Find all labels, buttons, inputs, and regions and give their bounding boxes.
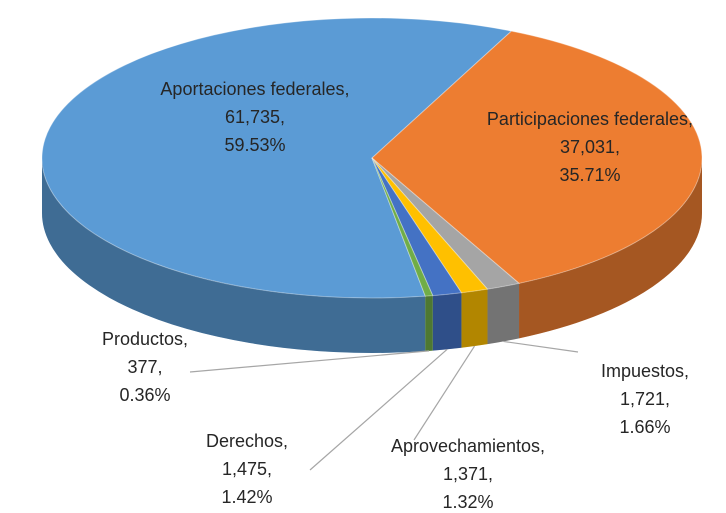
label-part: 1.66% [619, 417, 670, 437]
data-label: Impuestos, 1,721, 1.66% [601, 361, 689, 437]
data-label: Participaciones federales, 37,031, 35.71% [487, 109, 693, 185]
leader-line [309, 348, 448, 471]
label-separator: , [280, 107, 285, 127]
slice [371, 157, 489, 294]
data-label: Aportaciones federales, 61,735, 59.53% [160, 79, 349, 155]
side-shade [519, 158, 702, 339]
leader-line [503, 340, 579, 353]
label-part: 59.53% [224, 135, 285, 155]
slice [371, 157, 434, 297]
side-shade [487, 283, 520, 345]
label-part: 37,031 [560, 137, 615, 157]
side-shade [42, 158, 426, 354]
side-shade [432, 292, 462, 351]
label-part: 61,735 [225, 107, 280, 127]
label-part: 0.36% [119, 385, 170, 405]
data-label: Productos, 377, 0.36% [102, 329, 188, 405]
labels: Aportaciones federales, 61,735, 59.53%Part… [102, 79, 693, 512]
label-part: 35.71% [559, 165, 620, 185]
label-part: Aportaciones federales [160, 79, 344, 99]
label-part: Participaciones federales [487, 109, 688, 129]
slice-side [432, 292, 462, 351]
slice [41, 17, 513, 299]
label-part: Impuestos [601, 361, 684, 381]
label-separator: , [283, 431, 288, 451]
label-separator: , [540, 436, 545, 456]
slice-side [519, 158, 702, 339]
slice-side [461, 289, 488, 348]
label-separator: , [665, 389, 670, 409]
slice [371, 30, 703, 284]
side-shade [461, 289, 488, 348]
label-part: 1.42% [221, 487, 272, 507]
label-part: 1.32% [442, 492, 493, 512]
data-label: Aprovechamientos, 1,371, 1.32% [391, 436, 545, 512]
slice-side [425, 295, 433, 352]
label-separator: , [615, 137, 620, 157]
label-part: Aprovechamientos [391, 436, 540, 456]
label-part: 1,475 [222, 459, 267, 479]
label-part: Derechos [206, 431, 283, 451]
leader-line [413, 345, 476, 441]
label-part: 377 [127, 357, 157, 377]
label-separator: , [488, 464, 493, 484]
label-separator: , [267, 459, 272, 479]
label-separator: , [684, 361, 689, 381]
slice [371, 157, 463, 297]
side-shade [425, 295, 433, 352]
slice-side [487, 283, 520, 345]
label-part: 1,371 [443, 464, 488, 484]
label-separator: , [158, 357, 163, 377]
pie [41, 17, 703, 354]
label-separator: , [345, 79, 350, 99]
slice [371, 157, 521, 290]
label-part: Productos [102, 329, 183, 349]
label-separator: , [183, 329, 188, 349]
slice-side [42, 158, 426, 354]
leader-line [189, 350, 430, 373]
data-label: Derechos, 1,475, 1.42% [206, 431, 288, 507]
label-part: 1,721 [620, 389, 665, 409]
label-separator: , [688, 109, 693, 129]
